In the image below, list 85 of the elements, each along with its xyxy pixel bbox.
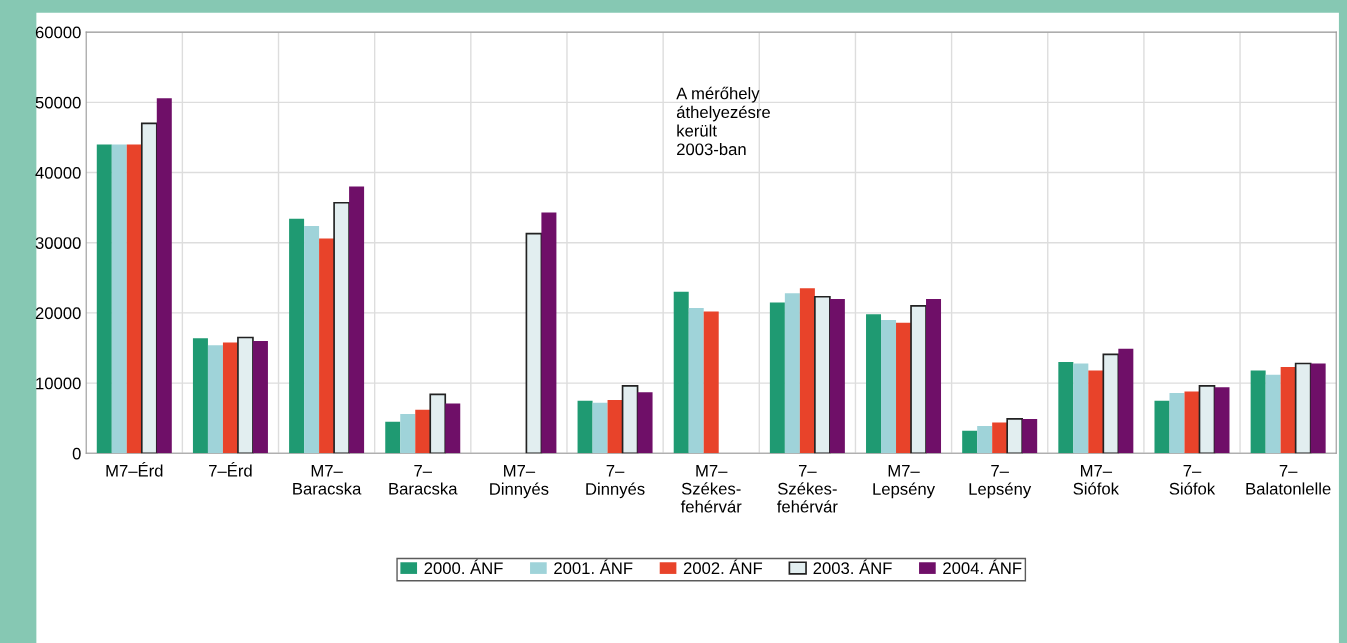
bar — [688, 308, 704, 454]
bar — [896, 322, 912, 454]
bar — [1073, 363, 1089, 454]
bar — [1088, 370, 1104, 454]
bar — [140, 122, 158, 454]
x-tick-label: M7– Székes- fehérvár — [680, 465, 742, 513]
y-tick-label: 40000 — [35, 166, 81, 179]
bar — [96, 144, 112, 454]
bar — [207, 345, 223, 454]
bar — [385, 421, 401, 454]
bar — [784, 293, 800, 454]
x-tick-label: 7– Balatonlelle — [1246, 465, 1331, 495]
legend-label: 2000. ÁNF — [424, 559, 503, 575]
bar — [126, 144, 142, 454]
bar — [1250, 370, 1266, 454]
x-tick-label: 7– Siófok — [1169, 465, 1216, 495]
x-tick-label: 7–Érd — [209, 462, 252, 477]
bar — [1022, 418, 1038, 454]
x-tick-label: 7– Lepsény — [969, 465, 1032, 499]
bar — [769, 302, 785, 454]
bar — [607, 399, 623, 454]
bar — [1214, 387, 1230, 454]
bar — [111, 144, 127, 454]
x-tick-label: M7– Baracska — [293, 465, 362, 495]
bar — [429, 393, 447, 454]
bar — [525, 232, 543, 454]
y-tick-label: 30000 — [35, 237, 81, 249]
bar — [799, 288, 815, 454]
bar — [881, 319, 897, 454]
bar — [319, 238, 335, 454]
bar — [156, 98, 172, 454]
annotation: A mérőhely áthelyezésre került 2003-ban — [676, 86, 770, 156]
bar — [673, 291, 689, 454]
bar — [192, 338, 208, 454]
legend-label: 2004. ÁNF — [943, 559, 1022, 575]
bar — [333, 201, 350, 454]
bar — [222, 342, 238, 454]
y-tick-label: 50000 — [35, 96, 81, 109]
bar — [415, 409, 431, 454]
bar — [992, 422, 1008, 454]
bar — [866, 314, 882, 454]
y-tick-label: 10000 — [36, 377, 81, 390]
bar — [304, 225, 320, 454]
bar — [1280, 366, 1296, 454]
bar — [1184, 391, 1200, 454]
bar — [349, 186, 365, 454]
bar — [592, 402, 608, 454]
bar — [637, 392, 653, 454]
bar — [1154, 400, 1170, 454]
bar — [1169, 392, 1185, 454]
bar — [621, 385, 639, 454]
bar — [814, 295, 831, 454]
legend-label: 2001. ÁNF — [554, 559, 633, 575]
y-tick-label: 60000 — [35, 26, 81, 39]
bar — [926, 298, 942, 454]
x-tick-label: M7–Érd — [106, 462, 163, 477]
bar — [445, 403, 461, 454]
x-tick-label: 7– Dinnyés — [586, 465, 645, 499]
x-tick-label: 7– Székes- fehérvár — [777, 465, 838, 513]
legend-label: 2002. ÁNF — [683, 559, 763, 575]
bar — [1118, 348, 1134, 454]
bar — [1006, 418, 1024, 454]
x-tick-label: M7– Lepsény — [873, 465, 935, 499]
bar — [703, 311, 719, 454]
bar — [541, 212, 557, 454]
bar — [1265, 374, 1281, 454]
bar — [1294, 362, 1312, 454]
bar — [289, 218, 305, 454]
bar — [1310, 363, 1326, 454]
x-tick-label: M7– Siófok — [1073, 465, 1120, 495]
bar — [400, 414, 416, 454]
bar — [237, 336, 254, 454]
bar — [829, 298, 845, 454]
bar — [252, 341, 268, 454]
x-tick-label: M7– Dinnyés — [490, 465, 549, 499]
y-tick-label: 0 — [72, 447, 81, 460]
bar — [1198, 385, 1216, 454]
legend-label: 2003. ÁNF — [813, 559, 892, 575]
y-tick-label: 20000 — [35, 307, 81, 320]
bar — [1058, 362, 1074, 454]
bar — [977, 425, 993, 454]
x-tick-label: 7– Baracska — [389, 465, 458, 495]
bar — [910, 305, 927, 454]
bar — [962, 430, 978, 454]
bar — [577, 400, 593, 454]
